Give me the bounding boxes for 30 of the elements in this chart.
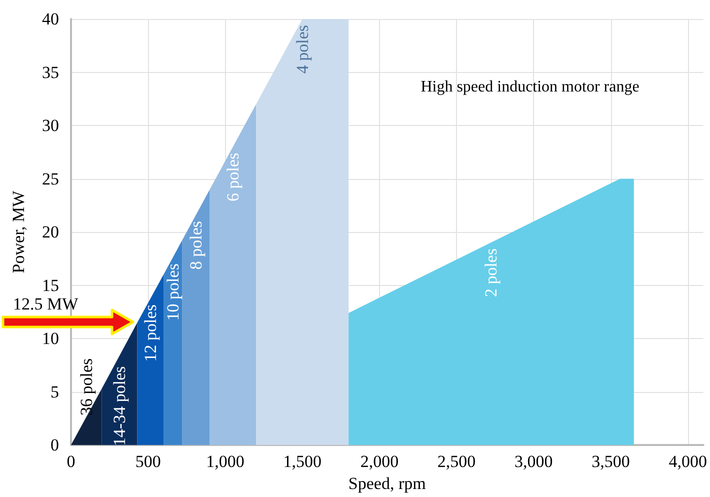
- y-tick-label: 10: [42, 329, 59, 348]
- x-tick-label: 3,000: [514, 452, 553, 471]
- annotation: 12.5 MW: [13, 294, 80, 314]
- y-tick-label: 5: [50, 382, 59, 402]
- x-axis-title: Speed, rpm: [348, 474, 426, 493]
- x-tick-label: 1,500: [283, 452, 322, 471]
- x-tick-label: 2,000: [360, 452, 399, 471]
- series-label: 14-34 poles: [110, 366, 130, 446]
- y-tick-label: 35: [42, 62, 59, 82]
- y-tick-label: 40: [42, 10, 59, 28]
- series-label: 4 poles: [292, 25, 312, 74]
- y-tick-label: 15: [42, 276, 59, 295]
- x-tick-label: 4,000: [668, 452, 707, 471]
- annotation: High speed induction motor range: [420, 78, 640, 96]
- y-tick-label: 0: [50, 436, 59, 454]
- x-tick-label: 3,500: [592, 452, 630, 471]
- series-label: 6 poles: [223, 152, 242, 202]
- y-tick-label: 20: [42, 222, 59, 242]
- series-label: 8 poles: [186, 220, 206, 270]
- series-label: 12 poles: [140, 304, 160, 362]
- y-axis-title: Power, MW: [9, 190, 28, 274]
- x-tick-label: 500: [135, 452, 161, 471]
- x-tick-label: 1,000: [206, 452, 244, 471]
- series-label: 2 poles: [482, 248, 501, 298]
- text: 36 poles: [76, 358, 96, 416]
- y-tick-label: 30: [42, 116, 59, 135]
- x-tick-label: 2,500: [437, 452, 476, 471]
- series-label: 10 poles: [163, 264, 182, 321]
- y-tick-label: 25: [42, 169, 59, 188]
- x-tick-label: 0: [66, 452, 76, 471]
